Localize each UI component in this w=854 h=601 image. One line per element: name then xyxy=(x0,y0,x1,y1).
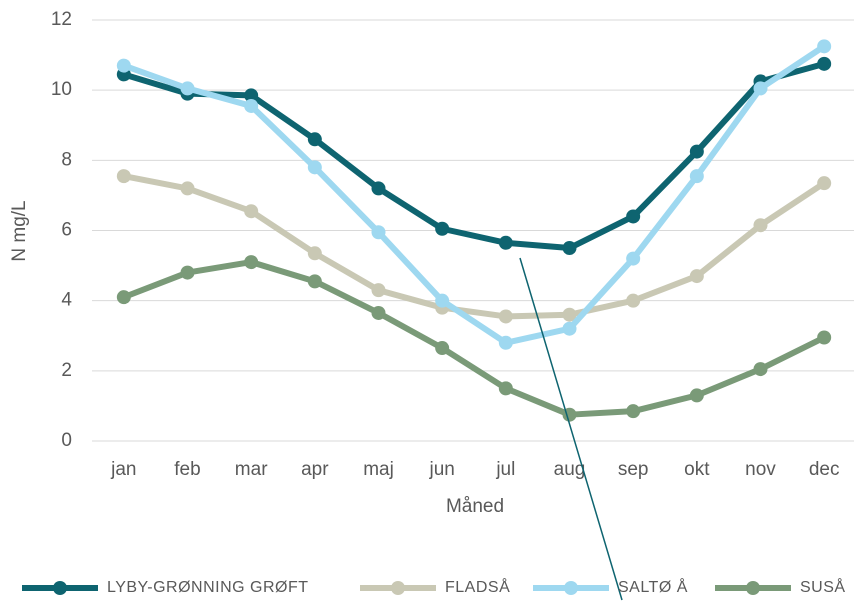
legend-marker xyxy=(746,581,760,595)
legend-label: LYBY-GRØNNING GRØFT xyxy=(107,579,309,596)
x-tick-label: sep xyxy=(618,459,649,480)
x-tick-label: nov xyxy=(745,459,776,480)
y-tick-label: 0 xyxy=(61,430,72,451)
point xyxy=(498,235,513,250)
point xyxy=(817,39,832,54)
point xyxy=(689,388,704,403)
annotation-line xyxy=(519,257,623,601)
point xyxy=(180,81,195,96)
point xyxy=(817,176,832,191)
point xyxy=(562,321,577,336)
point xyxy=(180,265,195,280)
point xyxy=(498,309,513,324)
series-line xyxy=(122,43,826,346)
x-tick-label: jan xyxy=(110,459,136,480)
x-tick-label: aug xyxy=(554,459,586,480)
point xyxy=(626,209,641,224)
legend-marker xyxy=(564,581,578,595)
x-tick-label: jul xyxy=(495,459,515,480)
point xyxy=(371,181,386,196)
point xyxy=(307,160,322,175)
legend-label: FLADSÅ xyxy=(445,577,510,596)
legend-label: SALTØ Å xyxy=(618,577,688,596)
point xyxy=(371,225,386,240)
point xyxy=(307,274,322,289)
point xyxy=(244,204,259,219)
point xyxy=(626,404,641,419)
point xyxy=(753,81,768,96)
grid: 0 2 4 6 8 10 12 jan feb mar apr maj jun jul aug sep okt n… xyxy=(51,9,854,480)
x-tick-label: jun xyxy=(428,459,454,480)
point xyxy=(498,335,513,350)
point xyxy=(244,88,259,103)
point xyxy=(753,218,768,233)
x-axis-label: Måned xyxy=(446,496,504,517)
x-tick-label: dec xyxy=(809,459,840,480)
point xyxy=(817,56,832,71)
point xyxy=(116,169,131,184)
point xyxy=(753,362,768,377)
point xyxy=(689,269,704,284)
point xyxy=(626,293,641,308)
legend-label: SUSÅ xyxy=(800,577,846,596)
y-tick-label: 6 xyxy=(61,220,72,241)
x-tick-label: mar xyxy=(235,459,268,480)
x-tick-label: apr xyxy=(301,459,329,480)
series-line xyxy=(122,259,826,418)
x-tick-label: feb xyxy=(174,459,200,480)
y-axis-label: N mg/L xyxy=(9,200,30,261)
point xyxy=(435,293,450,308)
point xyxy=(435,221,450,236)
legend-marker xyxy=(53,581,67,595)
point xyxy=(307,132,322,147)
point xyxy=(371,305,386,320)
point xyxy=(116,290,131,305)
series-line xyxy=(123,173,826,320)
y-tick-label: 8 xyxy=(61,149,72,170)
point xyxy=(244,255,259,270)
point xyxy=(435,341,450,356)
point xyxy=(244,98,259,113)
point xyxy=(817,330,832,345)
point xyxy=(626,251,641,266)
point xyxy=(689,144,704,159)
point xyxy=(307,246,322,261)
x-tick-label: maj xyxy=(363,459,394,480)
point xyxy=(562,307,577,322)
point xyxy=(116,58,131,73)
plot xyxy=(116,39,832,422)
y-tick-label: 10 xyxy=(51,79,72,100)
point xyxy=(371,283,386,298)
point xyxy=(180,181,195,196)
x-tick-label: okt xyxy=(684,459,710,480)
point xyxy=(562,241,577,256)
legend-marker xyxy=(391,581,405,595)
y-tick-label: 2 xyxy=(61,360,72,381)
y-tick-label: 12 xyxy=(51,9,72,30)
point xyxy=(689,169,704,184)
y-tick-label: 4 xyxy=(61,290,72,311)
series-line xyxy=(122,60,825,252)
point xyxy=(498,381,513,396)
legend: LYBY-GRØNNING GRØFT FLADSÅ SALTØ Å SUSÅ xyxy=(22,577,846,596)
